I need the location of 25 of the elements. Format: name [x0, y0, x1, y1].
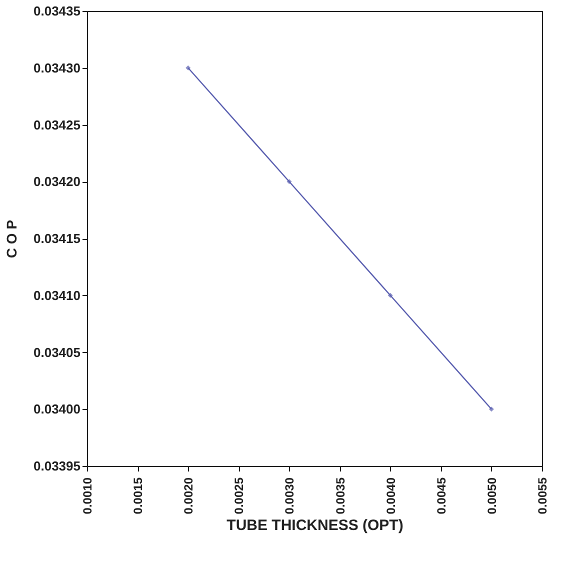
x-tick-label: 0.0030: [282, 477, 297, 514]
y-tick-label: 0.03435: [34, 4, 80, 18]
y-tick-label: 0.03400: [34, 402, 80, 417]
x-tick-label: 0.0010: [80, 477, 94, 514]
x-tick-label: 0.0055: [536, 477, 550, 514]
point: [286, 179, 292, 184]
y-tick-label: 0.03405: [34, 344, 80, 360]
x-tick-label: 0.0050: [484, 477, 499, 514]
x-tick-label: 0.0045: [434, 477, 448, 514]
point: [186, 65, 191, 70]
y-tick-label: 0.03425: [34, 117, 80, 132]
y-tick-label: 0.03430: [34, 60, 80, 76]
point: [488, 406, 494, 412]
x-tick-label: 0.0025: [232, 477, 246, 514]
y-axis-title: C O P: [4, 220, 20, 258]
x-tick-label: 0.0015: [131, 477, 146, 514]
x-axis-title: TUBE THICKNESS (OPT): [226, 517, 404, 534]
point: [388, 292, 393, 298]
x-tick-label: 0.0020: [182, 477, 196, 514]
y-tick-label: 0.03410: [34, 288, 80, 303]
y-tick-label: 0.03420: [34, 174, 80, 190]
y-tick-label: 0.03415: [34, 231, 80, 246]
y-tick-label: 0.03395: [34, 458, 80, 474]
x-tick-label: 0.0035: [333, 477, 348, 514]
x-tick-label: 0.0040: [384, 477, 398, 514]
